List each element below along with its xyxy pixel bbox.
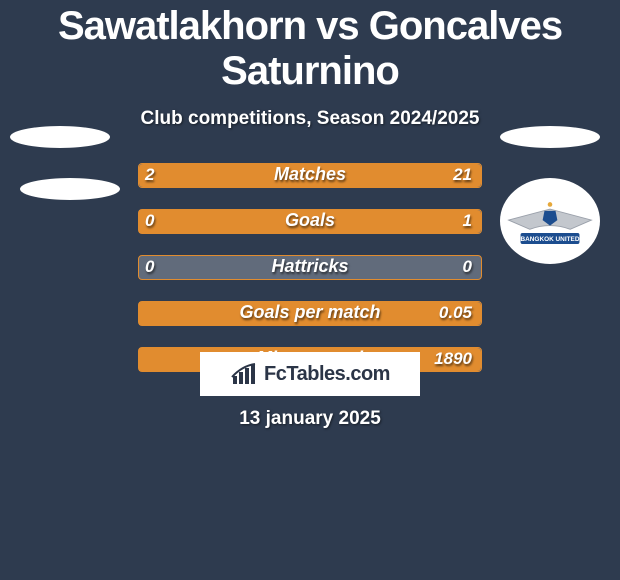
fctables-watermark: FcTables.com (200, 352, 420, 396)
page-title: Sawatlakhorn vs Goncalves Saturnino (0, 0, 620, 94)
stat-label: Hattricks (138, 255, 482, 280)
stat-value-right: 0.05 (439, 301, 472, 326)
stat-value-left: 0 (145, 255, 154, 280)
fctables-label: FcTables.com (264, 363, 390, 386)
stat-label: Matches (138, 163, 482, 188)
stat-label: Goals per match (138, 301, 482, 326)
stat-row: Matches2 21 (0, 163, 620, 209)
bar-chart-icon (230, 362, 258, 386)
stat-label: Goals (138, 209, 482, 234)
stat-value-right: 21 (453, 163, 472, 188)
stat-row: Hattricks0 0 (0, 255, 620, 301)
player2-avatar (500, 126, 600, 148)
stat-value-left: 2 (145, 163, 154, 188)
stat-value-left: 0 (145, 209, 154, 234)
stat-row: Goals0 1 (0, 209, 620, 255)
stat-value-right: 1890 (434, 347, 472, 372)
stat-value-right: 0 (463, 255, 472, 280)
player1-avatar (10, 126, 110, 148)
snapshot-date: 13 january 2025 (0, 408, 620, 430)
stat-value-right: 1 (463, 209, 472, 234)
stat-row: Goals per match0.05 (0, 301, 620, 347)
